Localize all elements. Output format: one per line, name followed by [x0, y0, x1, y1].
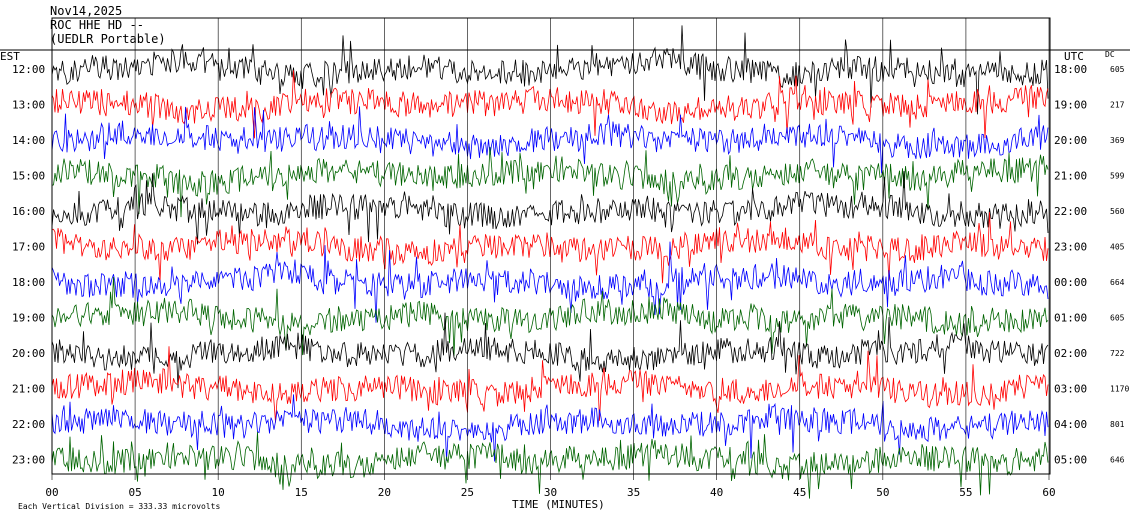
- x-tick-25: 25: [461, 486, 474, 499]
- right-timezone-label: UTC: [1064, 50, 1084, 63]
- station-id: ROC HHE HD --: [50, 18, 144, 32]
- network-label: (UEDLR Portable): [50, 32, 166, 46]
- x-tick-35: 35: [627, 486, 640, 499]
- row-est-label: 16:00: [12, 205, 45, 218]
- row-utc-label: 18:00: [1054, 63, 1087, 76]
- row-est-label: 21:00: [12, 383, 45, 396]
- x-axis-title: TIME (MINUTES): [512, 498, 605, 511]
- row-dc-value: 801: [1110, 420, 1125, 429]
- x-tick-labels: 00 05 10 15 20 25 30 35 40 45 50 55 60: [45, 486, 1055, 499]
- x-tick-10: 10: [212, 486, 225, 499]
- row-dc-value: 1170: [1110, 385, 1129, 394]
- row-est-label: 12:00: [12, 63, 45, 76]
- row-utc-label: 03:00: [1054, 383, 1087, 396]
- left-timezone-label: EST: [0, 50, 20, 63]
- minute-gridlines: [51, 18, 1050, 480]
- row-est-label: 23:00: [12, 454, 45, 467]
- row-est-label: 17:00: [12, 241, 45, 254]
- row-est-label: 20:00: [12, 347, 45, 360]
- row-dc-value: 722: [1110, 349, 1125, 358]
- row-dc-value: 560: [1110, 207, 1125, 216]
- row-est-label: 15:00: [12, 170, 45, 183]
- x-tick-00: 00: [45, 486, 58, 499]
- trace-layer: [51, 25, 1049, 499]
- row-utc-label: 05:00: [1054, 454, 1087, 467]
- plot-date: Nov14,2025: [50, 4, 123, 18]
- row-dc-value: 605: [1110, 314, 1125, 323]
- row-est-label: 13:00: [12, 99, 45, 112]
- row-est-label: 14:00: [12, 134, 45, 147]
- row-utc-label: 22:00: [1054, 205, 1087, 218]
- x-tick-60: 60: [1042, 486, 1055, 499]
- trace-2000: [51, 312, 1049, 389]
- row-dc-value: 217: [1110, 101, 1125, 110]
- scale-note: Each Vertical Division = 333.33 microvol…: [18, 502, 220, 511]
- x-tick-45: 45: [793, 486, 806, 499]
- row-dc-value: 646: [1110, 456, 1125, 465]
- trace-1300: [51, 70, 1049, 139]
- row-utc-label: 20:00: [1054, 134, 1087, 147]
- x-tick-15: 15: [295, 486, 308, 499]
- x-tick-05: 05: [128, 486, 141, 499]
- row-utc-label: 21:00: [1054, 170, 1087, 183]
- row-dc-value: 369: [1110, 136, 1125, 145]
- row-utc-label: 01:00: [1054, 312, 1087, 325]
- x-tick-40: 40: [710, 486, 723, 499]
- row-utc-label: 00:00: [1054, 276, 1087, 289]
- row-est-label: 19:00: [12, 312, 45, 325]
- row-utc-label: 23:00: [1054, 241, 1087, 254]
- trace-1700: [51, 212, 1049, 284]
- x-tick-50: 50: [876, 486, 889, 499]
- dc-column-label: DC: [1105, 50, 1115, 59]
- row-est-label: 22:00: [12, 418, 45, 431]
- row-utc-label: 19:00: [1054, 99, 1087, 112]
- x-tick-20: 20: [378, 486, 391, 499]
- row-dc-value: 664: [1110, 278, 1125, 287]
- row-labels: 12:00 18:00 605 13:00 19:00 217 14:00 20:00 369 1…: [12, 63, 1129, 467]
- row-est-label: 18:00: [12, 276, 45, 289]
- row-dc-value: 605: [1110, 65, 1125, 74]
- trace-2100: [51, 346, 1049, 423]
- row-dc-value: 599: [1110, 172, 1125, 181]
- x-tick-55: 55: [959, 486, 972, 499]
- row-dc-value: 405: [1110, 243, 1125, 252]
- row-utc-label: 02:00: [1054, 347, 1087, 360]
- row-utc-label: 04:00: [1054, 418, 1087, 431]
- x-tick-30: 30: [544, 486, 557, 499]
